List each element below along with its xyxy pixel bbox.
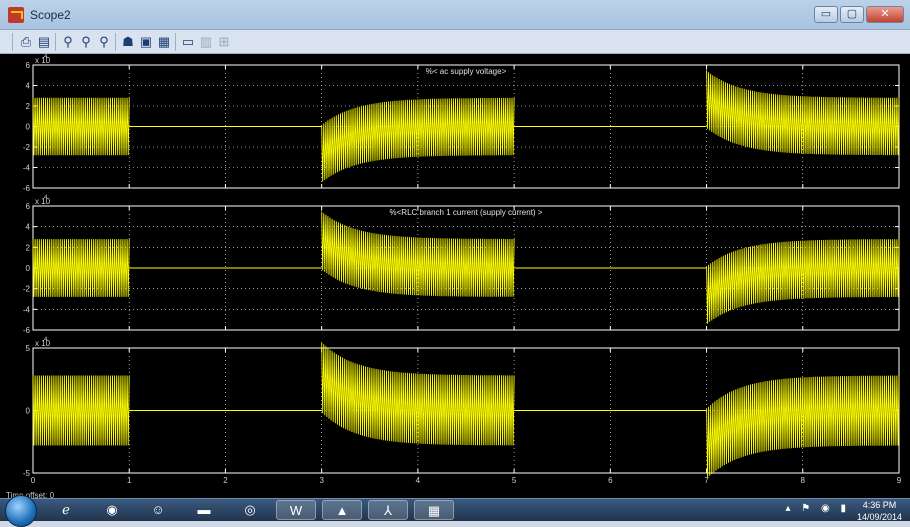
chrome-icon[interactable]: ◎ (244, 502, 256, 517)
y-tick-label: -4 (23, 305, 31, 314)
x-tick-label: 8 (801, 476, 806, 485)
toolbar-separator (115, 33, 116, 51)
floating-scope-icon[interactable]: ▭ (181, 34, 195, 49)
minimize-button[interactable]: ▭ (814, 6, 838, 23)
zoom-x-icon[interactable]: ⚲ (81, 34, 91, 49)
y-tick-label: 0 (26, 264, 31, 273)
signal-trace (706, 239, 900, 324)
signal-trace (32, 97, 130, 156)
scope-display: 6 4 2 0 -2 -4 -6 x 10 4 %< ac supply voltage> 6 4 2 0… (0, 54, 910, 500)
y-tick-label: 2 (26, 243, 31, 252)
window-title: Scope2 (30, 8, 71, 22)
autoscale-icon[interactable]: ☗ (122, 34, 134, 49)
x-tick-label: 1 (127, 476, 132, 485)
y-tick-label: -2 (23, 285, 31, 294)
close-button[interactable]: ✕ (866, 6, 904, 23)
exponent-superscript: 4 (44, 54, 48, 60)
messenger-icon[interactable]: ☺ (151, 502, 165, 517)
y-tick-label: -2 (23, 143, 31, 152)
legend-icon[interactable]: ⊞ (218, 34, 230, 49)
y-tick-label: 4 (26, 223, 31, 232)
x-tick-label: 2 (223, 476, 228, 485)
system-tray-icons[interactable]: ▴ ⚑ ◉ ▮ (785, 503, 850, 514)
x-tick-label: 7 (704, 476, 709, 485)
acrobat-icon[interactable]: ⅄ (368, 500, 408, 520)
y-tick-label: 4 (26, 82, 31, 91)
print-icon[interactable]: ⎙ (20, 34, 32, 49)
x-tick-label: 9 (897, 476, 902, 485)
zoom-y-icon[interactable]: ⚲ (99, 34, 109, 49)
clock-date: 14/09/2014 (856, 512, 902, 522)
start-button[interactable] (5, 495, 37, 527)
calculator-icon[interactable]: ▦ (414, 500, 454, 520)
plot-title: %<RLC branch 1 current (supply current) … (390, 208, 543, 217)
exponent-superscript: 4 (44, 195, 48, 201)
scope-toolbar: ⎙ ▤ ⚲ ⚲ ⚲ ☗ ▣ ▦ ▭ ▥ ⊞ (0, 30, 910, 54)
signal-trace (706, 375, 900, 478)
signal-trace (706, 70, 900, 156)
y-tick-label: 5 (26, 344, 31, 353)
window-titlebar: Scope2 ▭ ▢ ✕ (0, 0, 910, 30)
y-tick-label: -5 (23, 469, 31, 478)
x-tick-label: 6 (608, 476, 613, 485)
toolbar-separator (175, 33, 176, 51)
toolbar-grip (12, 33, 13, 51)
exponent-label: x 10 (35, 339, 51, 348)
y-tick-label: 6 (26, 202, 31, 211)
file-explorer-icon[interactable]: ▬ (197, 502, 211, 517)
signal-trace (32, 375, 130, 446)
signal-trace (321, 97, 515, 182)
matlab-app-icon (8, 7, 24, 23)
y-tick-label: 6 (26, 61, 31, 70)
windows-taskbar: ℯ ◉ ☺ ▬ ◎ W ▲ ⅄ ▦ ▴ ⚑ ◉ ▮ 4:36 PM 14/09/… (0, 495, 910, 527)
maximize-button[interactable]: ▢ (840, 6, 864, 23)
word-icon[interactable]: W (276, 500, 316, 520)
clock-time: 4:36 PM (862, 500, 897, 510)
exponent-label: x 10 (35, 197, 51, 206)
time-offset-label: Time offset: 0 (6, 491, 55, 500)
x-tick-label: 3 (319, 476, 324, 485)
toolbar-separator (55, 33, 56, 51)
scope-parameters-icon[interactable]: ▦ (157, 34, 171, 49)
signal-trace (321, 211, 515, 297)
signal-trace (321, 342, 515, 446)
y-tick-label: 0 (26, 123, 31, 132)
exponent-label: x 10 (35, 56, 51, 65)
x-tick-label: 5 (512, 476, 517, 485)
print-preview-icon[interactable]: ▤ (37, 34, 51, 49)
window-controls: ▭ ▢ ✕ (814, 6, 904, 23)
x-tick-label: 0 (31, 476, 36, 485)
y-tick-label: 0 (26, 407, 31, 416)
signal-trace (32, 239, 130, 297)
zoom-in-icon[interactable]: ⚲ (63, 34, 73, 49)
system-clock[interactable]: 4:36 PM 14/09/2014 (857, 501, 902, 522)
exponent-superscript: 4 (44, 337, 48, 343)
x-tick-label: 4 (416, 476, 421, 485)
y-tick-label: -4 (23, 164, 31, 173)
internet-explorer-icon[interactable]: ℯ (62, 502, 70, 517)
y-tick-label: 2 (26, 102, 31, 111)
save-axes-settings-icon[interactable]: ▣ (139, 34, 153, 49)
y-tick-label: -6 (23, 184, 31, 193)
media-player-icon[interactable]: ◉ (106, 502, 118, 517)
plot-title: %< ac supply voltage> (426, 67, 507, 76)
matlab-icon[interactable]: ▲ (322, 500, 362, 520)
signal-selection-icon[interactable]: ▥ (199, 34, 213, 49)
y-tick-label: -6 (23, 326, 31, 335)
